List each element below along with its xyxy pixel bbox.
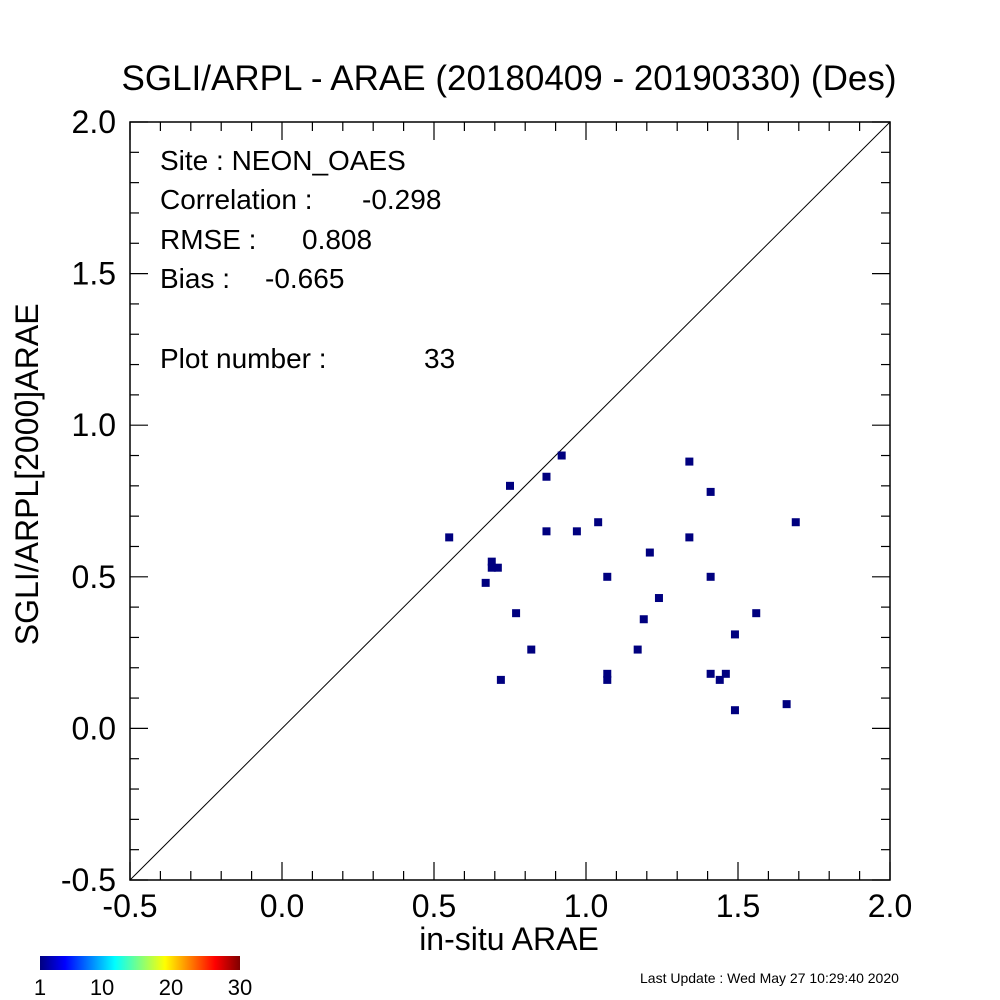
colorbar-label: 10 bbox=[90, 975, 114, 1000]
data-point bbox=[512, 609, 521, 618]
one-to-one-line bbox=[129, 121, 891, 881]
data-point bbox=[654, 594, 663, 603]
colorbar-labels: 1 10 20 30 bbox=[34, 975, 252, 1000]
x-tick-label: 1.5 bbox=[716, 888, 760, 924]
chart-title: SGLI/ARPL - ARAE (20180409 - 20190330) (… bbox=[122, 59, 897, 98]
data-point bbox=[782, 700, 791, 709]
data-point bbox=[481, 578, 490, 587]
data-point bbox=[603, 572, 612, 581]
data-point bbox=[603, 675, 612, 684]
data-point bbox=[752, 609, 761, 618]
y-axis-label-unit: ARAE bbox=[9, 303, 45, 390]
data-point bbox=[685, 457, 694, 466]
stats-box: Site : NEON_OAES Correlation : -0.298 RM… bbox=[160, 145, 455, 374]
y-tick-label: 0.5 bbox=[72, 559, 116, 595]
data-point bbox=[527, 645, 536, 654]
data-point bbox=[685, 533, 694, 542]
data-point bbox=[445, 533, 454, 542]
x-tick-label: -0.5 bbox=[102, 888, 157, 924]
data-point bbox=[706, 572, 715, 581]
y-tick-label: -0.5 bbox=[61, 862, 116, 898]
data-point bbox=[645, 548, 654, 557]
x-axis-label: in-situ ARAE bbox=[419, 921, 599, 957]
correlation-value: -0.298 bbox=[362, 184, 441, 215]
data-point bbox=[487, 557, 496, 566]
data-point bbox=[487, 563, 496, 572]
data-point bbox=[594, 518, 603, 527]
x-tick-label: 2.0 bbox=[868, 888, 912, 924]
plot-number-value: 33 bbox=[424, 343, 455, 374]
data-point bbox=[603, 669, 612, 678]
rmse-value: 0.808 bbox=[302, 224, 372, 255]
colorbar-label: 1 bbox=[34, 975, 46, 1000]
data-point bbox=[496, 675, 505, 684]
y-tick-label: 1.0 bbox=[72, 407, 116, 443]
bias-value: -0.665 bbox=[265, 263, 344, 294]
colorbar-label: 20 bbox=[159, 975, 183, 1000]
plot-number-label: Plot number : bbox=[160, 343, 327, 374]
rmse-label: RMSE : bbox=[160, 224, 256, 255]
x-tick-label: 1.0 bbox=[564, 888, 608, 924]
bias-label: Bias : bbox=[160, 263, 230, 294]
correlation-label: Correlation : bbox=[160, 184, 313, 215]
axis-ticks bbox=[129, 121, 891, 881]
data-point bbox=[706, 669, 715, 678]
scatter-points bbox=[445, 451, 800, 715]
plot-frame bbox=[129, 121, 891, 881]
y-tick-label: 0.0 bbox=[72, 710, 116, 746]
data-point bbox=[542, 472, 551, 481]
y-tick-label: 1.5 bbox=[72, 256, 116, 292]
last-update-text: Last Update : Wed May 27 10:29:40 2020 bbox=[640, 970, 899, 986]
data-point bbox=[730, 706, 739, 715]
x-tick-label: 0.0 bbox=[260, 888, 304, 924]
data-point bbox=[506, 481, 514, 490]
data-point bbox=[730, 630, 739, 639]
y-tick-label: 2.0 bbox=[72, 104, 116, 140]
x-tick-label: 0.5 bbox=[412, 888, 456, 924]
site-label: Site : NEON_OAES bbox=[160, 145, 406, 176]
data-point bbox=[639, 615, 648, 624]
data-point bbox=[633, 645, 642, 654]
colorbar-label: 30 bbox=[228, 975, 252, 1000]
data-point bbox=[557, 451, 566, 460]
data-point bbox=[721, 669, 730, 678]
colorbar bbox=[40, 956, 240, 970]
data-point bbox=[791, 518, 800, 527]
data-point bbox=[542, 527, 551, 536]
data-point bbox=[706, 487, 715, 496]
data-point bbox=[493, 563, 502, 572]
data-point bbox=[572, 527, 581, 536]
data-point bbox=[715, 675, 724, 684]
y-axis-label: SGLI/ARPL[2000] bbox=[9, 391, 45, 645]
tick-labels: -0.5 0.0 0.5 1.0 1.5 2.0 -0.5 0.0 0.5 1.0 1.5 2.0 bbox=[61, 104, 912, 924]
